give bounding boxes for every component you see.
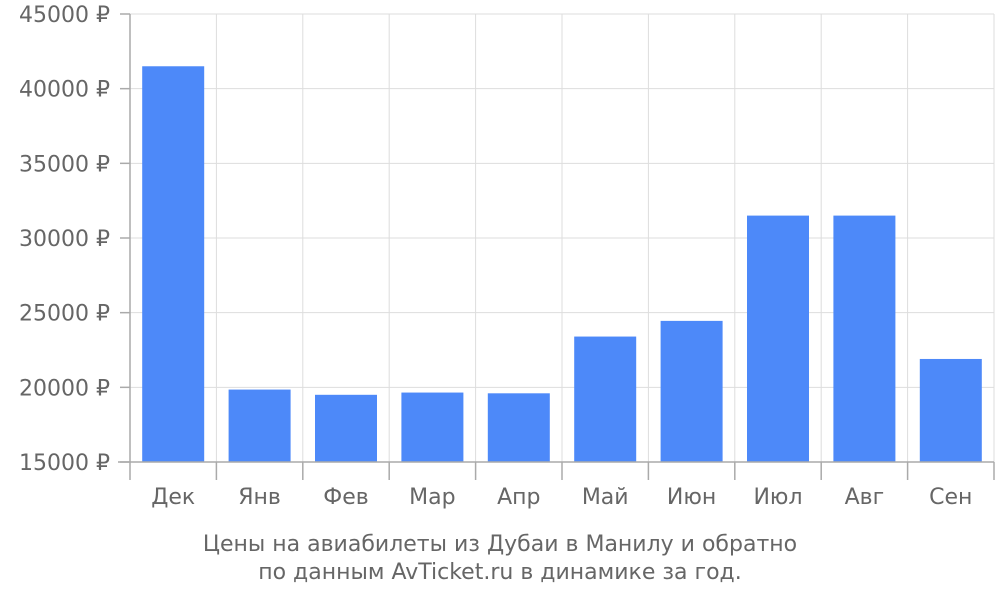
caption-line-1: Цены на авиабилеты из Дубаи в Манилу и о…	[202, 532, 798, 557]
x-tick-label: Янв	[238, 485, 281, 510]
price-bar-chart: 15000 ₽ 20000 ₽ 25000 ₽ 30000 ₽ 35000 ₽ 40000…	[19, 3, 995, 510]
bar-1	[142, 66, 205, 463]
axes	[118, 13, 995, 480]
x-tick-label: Фев	[323, 485, 368, 510]
bar-7	[660, 320, 723, 462]
bar-3	[315, 394, 377, 462]
chart-caption: Цены на авиабилеты из Дубаи в Манилу и о…	[0, 531, 1000, 587]
x-tick-labels: Дек Янв Фев Мар Апр Май Июн Июл Авг Сен	[151, 485, 972, 510]
x-tick-label: Май	[582, 485, 629, 510]
bar-2	[228, 389, 291, 462]
x-tick-label: Авг	[845, 485, 885, 510]
x-tick-label: Сен	[929, 485, 972, 510]
x-tick-label: Дек	[151, 485, 195, 510]
bar-9	[833, 215, 896, 462]
x-tick-label: Мар	[409, 485, 455, 510]
bar-4	[401, 392, 464, 462]
bar-8	[747, 215, 809, 462]
x-tick-label: Июн	[667, 485, 716, 510]
bar-5	[487, 393, 550, 462]
y-tick-label: 35000 ₽	[19, 152, 110, 177]
y-tick-label: 30000 ₽	[19, 227, 110, 252]
y-tick-label: 20000 ₽	[19, 376, 110, 401]
x-tick-label: Апр	[497, 485, 540, 510]
y-tick-label: 25000 ₽	[19, 302, 110, 327]
y-tick-label: 40000 ₽	[19, 78, 110, 103]
grid-lines	[130, 13, 995, 462]
y-tick-label: 45000 ₽	[19, 3, 110, 28]
x-tick-label: Июл	[753, 485, 802, 510]
y-tick-labels: 15000 ₽ 20000 ₽ 25000 ₽ 30000 ₽ 35000 ₽ 40000…	[19, 3, 110, 476]
y-tick-label: 15000 ₽	[19, 451, 110, 476]
bar-10	[919, 358, 982, 462]
bars	[142, 66, 982, 463]
caption-line-2: по данным AvTicket.ru в динамике за год.	[258, 560, 742, 585]
bar-6	[574, 336, 637, 462]
